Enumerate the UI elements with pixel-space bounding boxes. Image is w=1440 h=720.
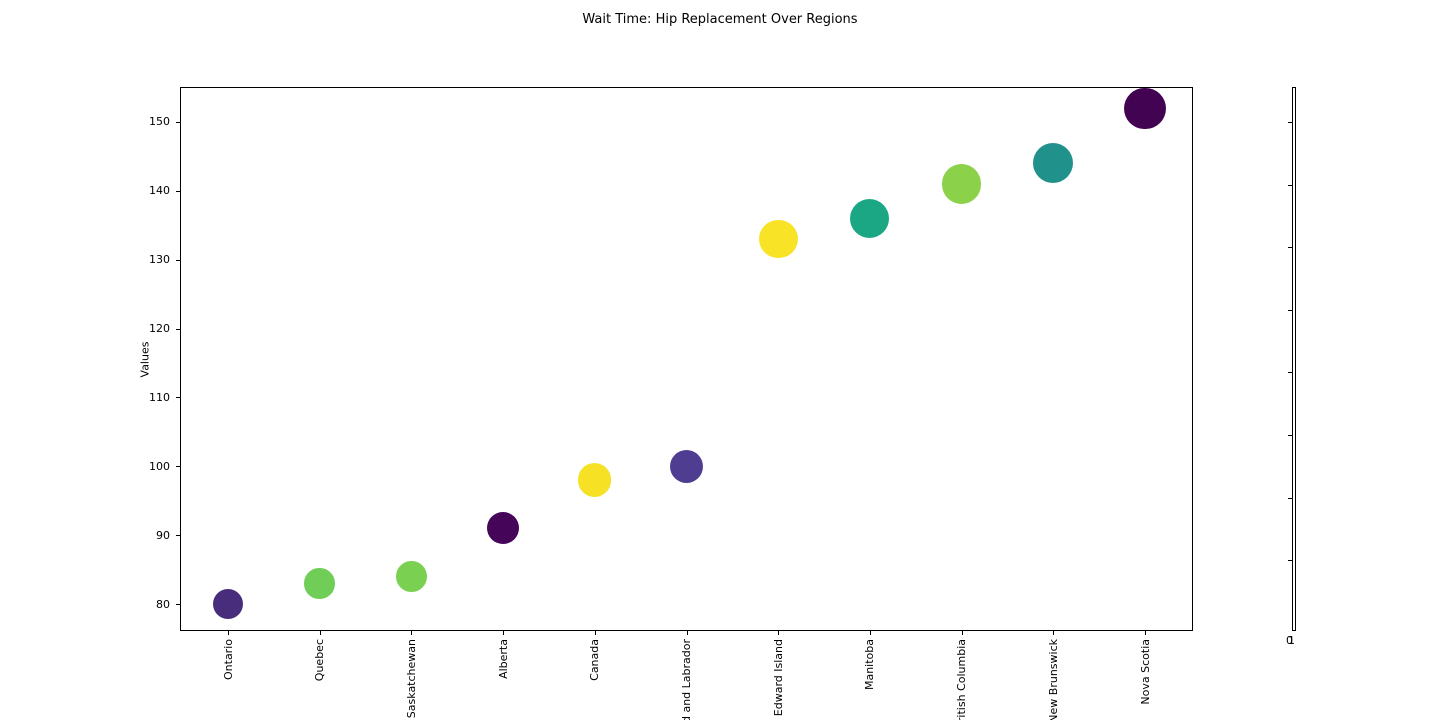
y-tick-mark [176,466,180,468]
data-point-bubble [1124,87,1166,129]
data-point-bubble [213,589,243,619]
y-tick-label: 120 [149,322,170,336]
data-point-bubble [1033,143,1074,184]
y-tick-mark [176,190,180,192]
right-axis-bottom-label: 0 [1286,634,1293,647]
right-axis-tick-mark [1288,309,1292,311]
data-point-bubble [487,512,520,545]
x-tick-label: Manitoba [863,639,877,691]
x-tick-label: Quebec [313,639,327,682]
x-tick-mark [411,631,413,635]
data-point-bubble [758,219,798,259]
right-colorbar-axis [1292,87,1296,631]
y-tick-mark [176,397,180,399]
y-tick-label: 140 [149,184,170,198]
right-axis-tick-mark [1288,372,1292,374]
x-tick-label: Prince Edward Island [771,639,785,720]
x-tick-mark [869,631,871,635]
chart-title: Wait Time: Hip Replacement Over Regions [582,12,858,27]
right-axis-tick-mark [1288,247,1292,249]
x-tick-mark [319,631,321,635]
data-point-bubble [396,561,427,592]
x-tick-label: Saskatchewan [404,639,418,719]
y-tick-label: 100 [149,459,170,473]
right-axis-tick-mark [1288,122,1292,123]
x-tick-label: Nova Scotia [1138,639,1152,705]
x-tick-mark [778,631,780,635]
right-axis-tick-mark [1288,560,1292,562]
y-tick-mark [176,535,180,537]
right-axis-bottom-label: 1 [1288,634,1295,647]
y-tick-label: 110 [149,390,170,404]
data-point-bubble [669,449,704,484]
x-tick-mark [686,631,688,635]
y-tick-label: 130 [149,253,170,267]
data-point-bubble [304,568,335,599]
x-tick-label: Alberta [496,639,510,679]
x-tick-mark [1053,631,1055,635]
y-axis-label: Values [130,87,160,631]
right-axis-tick-mark [1288,435,1292,436]
y-tick-label: 80 [156,597,170,611]
x-tick-mark [961,631,963,635]
y-tick-label: 90 [156,528,170,542]
x-tick-label: Newfoundland and Labrador [680,639,693,720]
x-tick-mark [503,631,505,635]
x-tick-mark [594,631,596,635]
data-point-bubble [941,164,982,204]
data-point-bubble [850,198,890,238]
x-tick-label: New Brunswick [1046,639,1060,720]
y-tick-label: 150 [149,115,170,129]
data-point-bubble [578,463,612,497]
y-tick-mark [176,604,180,605]
y-tick-mark [176,259,180,261]
y-axis-label-text: Values [138,341,152,377]
plot-area [180,87,1193,631]
x-tick-label: British Columbia [955,639,969,720]
x-tick-mark [228,631,229,635]
y-tick-mark [176,328,180,330]
right-axis-tick-mark [1288,184,1292,186]
right-axis-tick-mark [1288,497,1292,499]
y-tick-mark [176,121,180,123]
x-tick-label: Canada [588,639,602,681]
x-tick-mark [1145,631,1146,635]
x-tick-label: Ontario [221,639,235,680]
